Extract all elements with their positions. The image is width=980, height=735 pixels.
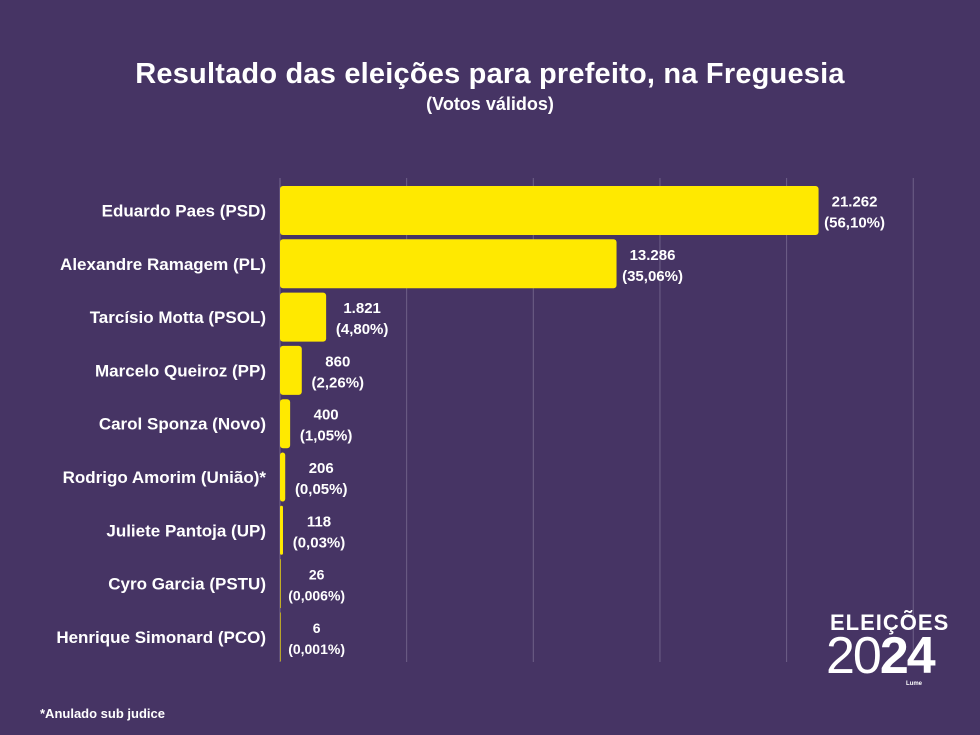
chart-subtitle: (Votos válidos) <box>426 94 554 114</box>
chart-title: Resultado das eleições para prefeito, na… <box>135 58 845 90</box>
percent-label: (4,80%) <box>336 321 389 338</box>
bar <box>280 612 281 662</box>
value-label: 26 <box>309 567 325 583</box>
percent-label: (0,03%) <box>293 534 346 551</box>
bar <box>280 399 291 449</box>
value-label: 13.286 <box>630 247 676 264</box>
bar <box>280 186 819 235</box>
logo-credit: Lume <box>906 681 923 687</box>
category-label: Henrique Simonard (PCO) <box>56 628 266 647</box>
percent-label: (2,26%) <box>312 374 365 391</box>
value-label: 206 <box>309 460 334 477</box>
bar <box>280 452 286 502</box>
value-label: 860 <box>325 353 350 370</box>
percent-label: (0,001%) <box>288 641 345 657</box>
value-label: 1.821 <box>343 300 381 317</box>
bar <box>280 505 283 555</box>
bar <box>280 292 327 342</box>
category-label: Carol Sponza (Novo) <box>99 415 266 434</box>
bar <box>280 345 302 395</box>
percent-label: (0,006%) <box>288 588 345 604</box>
percent-label: (1,05%) <box>300 428 353 445</box>
footnote: *Anulado sub judice <box>40 706 165 721</box>
percent-label: (56,10%) <box>824 215 885 232</box>
bar <box>280 239 617 289</box>
category-label: Juliete Pantoja (UP) <box>106 521 266 540</box>
category-label: Rodrigo Amorim (União)* <box>63 468 267 487</box>
bar <box>280 559 281 609</box>
percent-label: (0,05%) <box>295 481 348 498</box>
value-label: 6 <box>313 620 321 636</box>
value-label: 400 <box>314 407 339 424</box>
bars-layer: Eduardo Paes (PSD) 21.262 (56,10%) Alexandr… <box>56 186 885 662</box>
eleicoes-2024-logo: ELEIÇÕES 2024 Lume <box>820 608 960 688</box>
category-label: Tarcísio Motta (PSOL) <box>90 308 266 327</box>
logo-year: 2024 <box>826 626 936 686</box>
category-label: Eduardo Paes (PSD) <box>102 202 266 221</box>
logo-year-light: 20 <box>826 627 882 685</box>
value-label: 118 <box>307 513 331 530</box>
value-label: 21.262 <box>832 194 878 211</box>
category-label: Cyro Garcia (PSTU) <box>108 575 266 594</box>
logo-title: ELEIÇÕES <box>830 610 950 635</box>
category-label: Alexandre Ramagem (PL) <box>60 255 266 274</box>
percent-label: (35,06%) <box>622 268 683 285</box>
logo-year-bold: 24 <box>879 627 936 685</box>
category-label: Marcelo Queiroz (PP) <box>95 361 266 380</box>
